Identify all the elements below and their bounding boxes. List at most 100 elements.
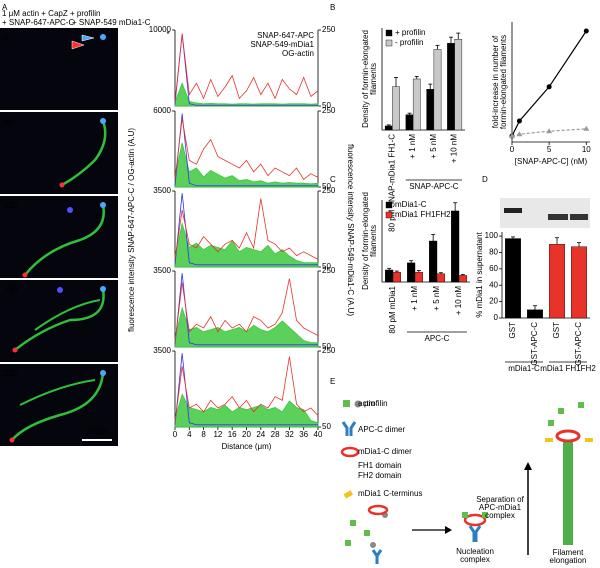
axis: [511, 22, 590, 143]
legend-text: mDia1 C-terminus: [358, 489, 422, 498]
marker: [516, 131, 523, 137]
x-tick-label: 36: [299, 430, 308, 439]
bar: [407, 262, 416, 283]
diagram-label: Filament: [553, 548, 584, 557]
legend-text: APC-C dimer: [358, 425, 405, 434]
bar: [426, 88, 435, 131]
micrographs: [0, 28, 118, 446]
panel-label: D: [482, 175, 488, 184]
legend-label: SNAP-549-mDia1: [250, 40, 314, 49]
line: [174, 118, 319, 180]
bar: [412, 78, 421, 131]
x-tick-label: 5: [547, 145, 552, 154]
y-axis-label: filaments: [369, 63, 378, 95]
y-axis-label: fluorescence intensity SNAP-549-mDia1-C …: [346, 144, 355, 316]
line: [174, 33, 319, 103]
line: [511, 30, 587, 137]
y-axis-label: formin-elongated filaments: [499, 35, 508, 129]
area: [174, 221, 319, 268]
y2-tick-label: 50: [322, 101, 331, 110]
x-tick-label: 0: [510, 145, 515, 154]
time-label: 50: [4, 117, 13, 126]
y2-tick-label: 250: [322, 106, 336, 115]
line: [174, 353, 318, 426]
header: + SNAP-549 mDia1-C: [72, 18, 151, 27]
y-axis-label: Density of formin-elongated: [361, 30, 370, 128]
bar: [549, 244, 565, 319]
x-tick-label: 32: [285, 430, 294, 439]
bar: [384, 125, 393, 131]
bar: [405, 114, 414, 131]
y-tick-label: 100: [485, 231, 499, 240]
x-tick-label: GST: [508, 322, 517, 339]
x-tick-label: 80 pM SNAP-mDia1 FH1-C: [387, 134, 396, 232]
y-axis-label: Density of formin-elongated: [361, 192, 370, 290]
western-blot: [500, 198, 590, 228]
marker: [546, 128, 553, 134]
legend-text: mDia1-C dimer: [358, 447, 412, 456]
y2-tick-label: 250: [322, 266, 336, 275]
x-tick-label: + 5 nM: [432, 286, 441, 311]
y-axis-label: filaments: [369, 225, 378, 257]
panel-label: A: [2, 3, 8, 12]
diagram-label: elongation: [550, 556, 587, 565]
asterisk: *: [166, 30, 169, 39]
asterisk: *: [111, 37, 114, 46]
model-diagram: [340, 400, 593, 564]
x-tick-label: GST: [552, 322, 561, 339]
scale-bar-label: 10 μm: [86, 427, 109, 436]
x-tick-label: 28: [271, 430, 280, 439]
line: [174, 273, 318, 346]
y-tick-label: 3500: [153, 266, 171, 275]
x-tick-label: 40: [314, 430, 323, 439]
line: [174, 198, 319, 260]
y-axis-label: fold-increase in number of: [491, 35, 500, 128]
area: [174, 306, 319, 348]
bar: [505, 238, 521, 319]
y-tick-label: 80: [489, 248, 498, 257]
bar: [436, 273, 445, 283]
legend-swatch: [385, 29, 393, 37]
bar: [392, 86, 400, 131]
legend-text: FH2 domain: [358, 471, 402, 480]
bar: [414, 271, 423, 283]
x-tick-label: 16: [228, 430, 237, 439]
x-tick-label: 80 pM mDia1: [388, 285, 397, 333]
x-tick-label: 20: [242, 430, 251, 439]
y-tick-label: 60: [489, 264, 498, 273]
legend-swatch: [385, 211, 393, 219]
diagram-label: APC-mDia1: [479, 503, 522, 512]
line: [174, 33, 318, 106]
bar: [433, 49, 442, 131]
x-tick-label: + 10 nM: [454, 286, 463, 315]
x-tick-label: 12: [213, 430, 222, 439]
bar: [429, 240, 438, 283]
x-tick-label: + 10 nM: [450, 134, 459, 163]
legend-swatch: [385, 39, 393, 47]
legend-text: profilin: [364, 399, 388, 408]
legend-swatch: [385, 201, 393, 209]
bar: [385, 269, 394, 283]
marker: [583, 125, 590, 131]
y-tick-label: 0: [494, 313, 499, 322]
legend-text: actin: [358, 399, 375, 408]
y2-tick-label: 250: [322, 25, 336, 34]
diagram-label: Separation of: [476, 495, 524, 504]
group-label: APC-C: [425, 334, 450, 343]
x-axis-label: Distance (μm): [222, 442, 272, 451]
line: [174, 193, 318, 266]
legend-label: OG-actin: [282, 49, 314, 58]
group-label: SNAP-APC-C: [409, 182, 459, 191]
y2-tick-label: 50: [322, 182, 331, 191]
line: [174, 278, 319, 344]
legend-text: FH1 domain: [358, 461, 402, 470]
diagram-label: complex: [460, 555, 490, 564]
bar: [527, 309, 543, 319]
time-label: 100: [4, 201, 18, 210]
x-tick-label: + 5 nM: [429, 134, 438, 159]
marker: [546, 84, 552, 90]
x-tick-label: 24: [256, 430, 265, 439]
bar: [458, 275, 467, 283]
marker: [583, 28, 589, 34]
